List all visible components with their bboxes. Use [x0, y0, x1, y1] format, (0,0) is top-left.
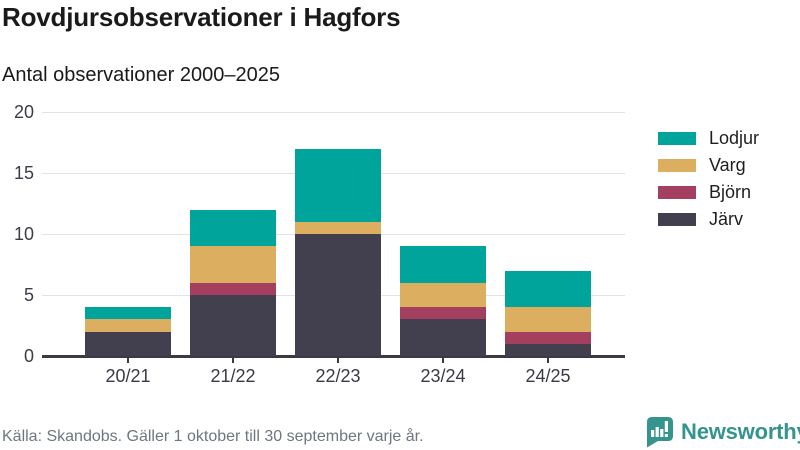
x-axis-category-label: 22/23 — [315, 366, 361, 386]
legend-swatch-björn — [658, 185, 696, 199]
source-note: Källa: Skandobs. Gäller 1 oktober till 3… — [2, 428, 424, 445]
x-axis-category-label: 23/24 — [420, 366, 466, 386]
page-title: Rovdjursobservationer i Hagfors — [2, 2, 401, 32]
bar-segment-järv-21-22 — [190, 295, 276, 356]
legend-item-björn: Björn — [658, 182, 759, 202]
chart-subtitle: Antal observationer 2000–2025 — [2, 64, 280, 86]
bar-segment-varg-20-21 — [85, 319, 171, 332]
legend-swatch-lodjur — [658, 131, 696, 145]
bar-segment-lodjur-22-23 — [295, 148, 381, 222]
gridline-20 — [42, 112, 625, 113]
x-axis-tick — [442, 357, 444, 363]
chart-legend: Lodjur Varg Björn Järv — [658, 128, 759, 236]
x-axis-tick — [547, 357, 549, 363]
y-axis-tick-label: 5 — [23, 285, 34, 305]
x-axis-category-label: 20/21 — [105, 366, 151, 386]
bar-segment-varg-24-25 — [505, 307, 591, 332]
bar-segment-lodjur-20-21 — [85, 307, 171, 320]
legend-label-varg: Varg — [709, 155, 746, 175]
bar-segment-järv-24-25 — [505, 343, 591, 356]
legend-item-varg: Varg — [658, 155, 759, 175]
x-axis-tick — [127, 357, 129, 363]
newsworthy-logo-icon — [647, 417, 673, 448]
legend-swatch-varg — [658, 158, 696, 172]
y-axis-tick-label: 0 — [23, 346, 34, 366]
x-axis-line — [42, 355, 625, 358]
x-axis-category-label: 21/22 — [210, 366, 256, 386]
bar-segment-lodjur-23-24 — [400, 246, 486, 283]
legend-label-järv: Järv — [709, 209, 744, 229]
bar-segment-lodjur-21-22 — [190, 209, 276, 247]
y-axis-tick-label: 20 — [13, 102, 34, 122]
newsworthy-logo-text: Newsworthy — [681, 418, 800, 444]
bar-segment-varg-22-23 — [295, 221, 381, 234]
y-axis-tick-label: 15 — [13, 163, 34, 183]
legend-label-lodjur: Lodjur — [709, 128, 760, 148]
bar-segment-björn-24-25 — [505, 331, 591, 344]
y-axis-tick-label: 10 — [13, 224, 34, 244]
bar-segment-varg-21-22 — [190, 246, 276, 283]
x-axis-tick — [232, 357, 234, 363]
x-axis-tick — [337, 357, 339, 363]
bar-segment-järv-22-23 — [295, 234, 381, 356]
bar-segment-varg-23-24 — [400, 282, 486, 308]
legend-swatch-järv — [658, 212, 696, 226]
newsworthy-logo[interactable]: Newsworthy — [644, 415, 800, 448]
bar-segment-järv-20-21 — [85, 331, 171, 356]
bar-segment-björn-21-22 — [190, 282, 276, 295]
legend-item-järv: Järv — [658, 209, 759, 229]
bar-segment-björn-23-24 — [400, 307, 486, 320]
legend-label-björn: Björn — [709, 182, 752, 202]
bar-segment-lodjur-24-25 — [505, 270, 591, 308]
legend-item-lodjur: Lodjur — [658, 128, 759, 148]
bar-segment-järv-23-24 — [400, 319, 486, 356]
x-axis-category-label: 24/25 — [525, 366, 571, 386]
